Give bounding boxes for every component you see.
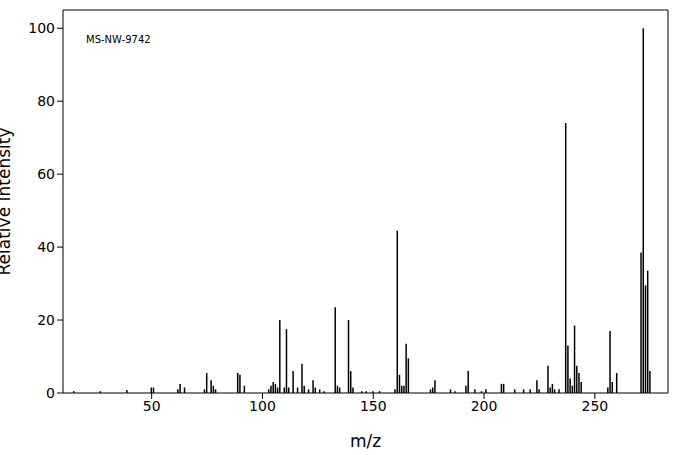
svg-text:150: 150 (360, 398, 387, 414)
html-text:MS-NW-9742: MS-NW-9742 (86, 34, 151, 45)
svg-text:m/z: m/z (350, 431, 381, 451)
svg-text:100: 100 (249, 398, 276, 414)
svg-text:Relative Intensity: Relative Intensity (8, 128, 14, 276)
svg-text:60: 60 (37, 166, 55, 182)
svg-text:0: 0 (46, 385, 55, 401)
svg-text:200: 200 (471, 398, 498, 414)
svg-text:20: 20 (37, 312, 55, 328)
svg-text:40: 40 (37, 239, 55, 255)
svg-text:50: 50 (143, 398, 161, 414)
svg-text:100: 100 (28, 20, 55, 36)
svg-text:250: 250 (582, 398, 609, 414)
svg-text:80: 80 (37, 93, 55, 109)
